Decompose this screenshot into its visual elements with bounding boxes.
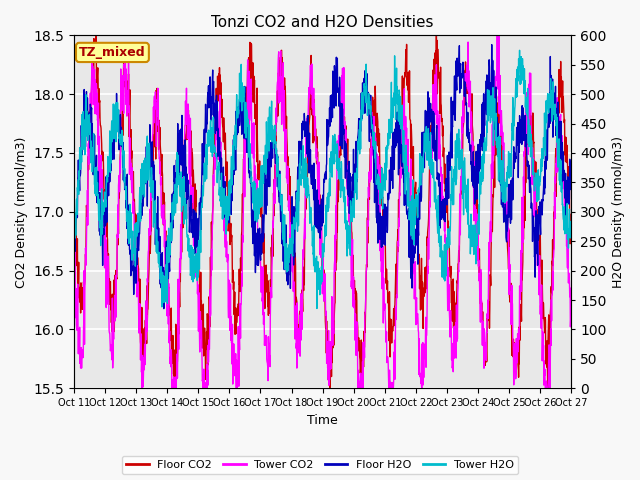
Tower CO2	[567, 294, 575, 300]
Line: Tower CO2: Tower CO2	[74, 36, 571, 388]
Floor CO2	[300, 266, 308, 272]
Tower CO2	[513, 352, 520, 358]
Legend: Floor CO2, Tower CO2, Floor H2O, Tower H2O: Floor CO2, Tower CO2, Floor H2O, Tower H…	[122, 456, 518, 474]
Tower CO2	[138, 385, 146, 391]
Floor H2O	[300, 126, 308, 132]
Floor H2O	[310, 181, 317, 187]
Floor CO2	[561, 134, 569, 140]
Title: Tonzi CO2 and H2O Densities: Tonzi CO2 and H2O Densities	[211, 15, 434, 30]
Tower H2O	[300, 157, 307, 163]
Tower H2O	[567, 235, 575, 241]
Tower CO2	[495, 33, 502, 38]
Tower H2O	[513, 95, 520, 100]
Floor CO2	[148, 181, 156, 187]
Tower CO2	[300, 235, 308, 241]
Floor H2O	[160, 306, 168, 312]
Floor H2O	[488, 42, 495, 48]
Floor H2O	[148, 176, 156, 181]
Floor H2O	[513, 125, 520, 131]
Floor H2O	[561, 195, 569, 201]
Tower H2O	[561, 221, 569, 227]
Floor CO2	[70, 181, 78, 187]
Tower H2O	[313, 306, 321, 312]
Floor CO2	[567, 217, 575, 223]
Tower CO2	[148, 176, 156, 182]
Line: Floor H2O: Floor H2O	[74, 45, 571, 309]
Y-axis label: CO2 Density (mmol/m3): CO2 Density (mmol/m3)	[15, 136, 28, 288]
Text: TZ_mixed: TZ_mixed	[79, 46, 146, 59]
Floor H2O	[567, 165, 575, 170]
Tower CO2	[70, 268, 78, 274]
Tower H2O	[148, 175, 156, 180]
X-axis label: Time: Time	[307, 414, 338, 427]
Line: Floor CO2: Floor CO2	[74, 36, 571, 388]
Floor H2O	[70, 204, 78, 209]
Floor CO2	[440, 145, 447, 151]
Tower CO2	[440, 200, 447, 206]
Y-axis label: H2O Density (mmol/m3): H2O Density (mmol/m3)	[612, 136, 625, 288]
Floor H2O	[440, 205, 447, 211]
Tower H2O	[516, 48, 524, 53]
Line: Tower H2O: Tower H2O	[74, 50, 571, 309]
Floor CO2	[92, 33, 100, 38]
Tower H2O	[440, 256, 447, 262]
Tower H2O	[70, 228, 78, 234]
Floor CO2	[310, 121, 317, 127]
Floor CO2	[326, 385, 333, 391]
Tower CO2	[561, 205, 569, 211]
Tower H2O	[309, 251, 317, 257]
Tower CO2	[310, 112, 317, 118]
Floor CO2	[513, 363, 520, 369]
